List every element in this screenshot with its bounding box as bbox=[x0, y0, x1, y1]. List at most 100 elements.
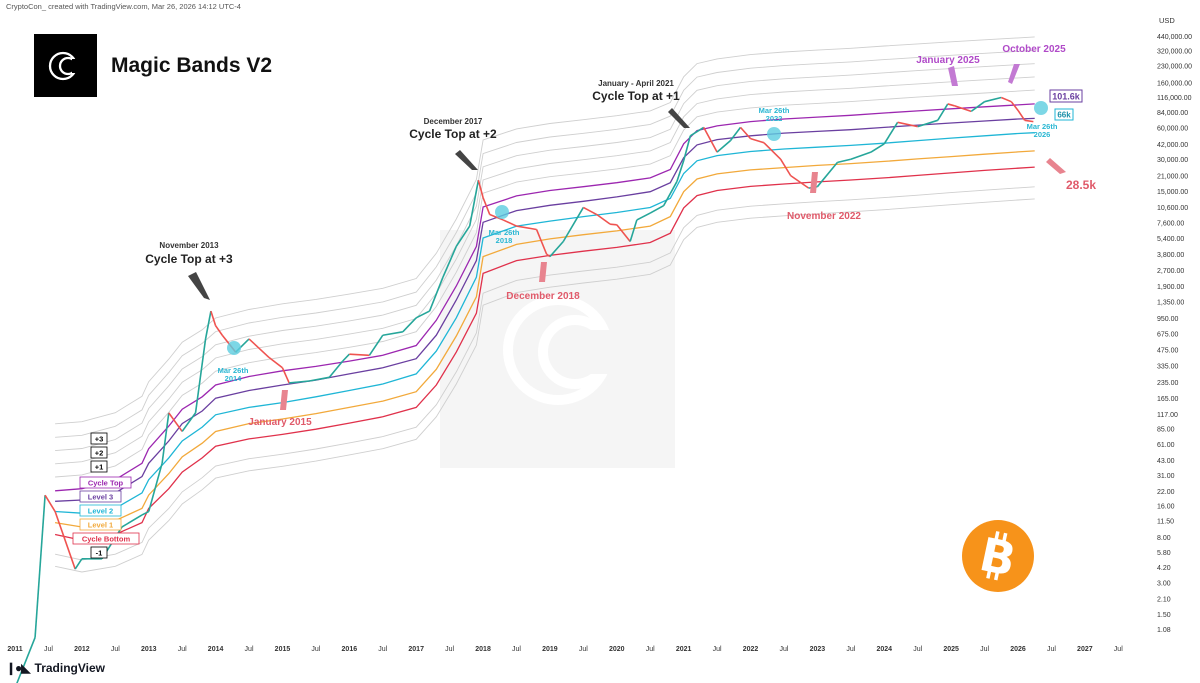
price-segment bbox=[34, 495, 46, 638]
x-tick-label: Jul bbox=[779, 646, 788, 653]
arrow-dec2017-icon bbox=[455, 150, 478, 170]
y-tick-label: 117.00 bbox=[1157, 412, 1178, 419]
price-segment bbox=[897, 121, 918, 128]
price-segment bbox=[44, 494, 56, 512]
price-segment bbox=[121, 514, 143, 528]
x-tick-label: Jul bbox=[178, 646, 187, 653]
price-segment bbox=[342, 353, 350, 362]
target-bottom-label: 28.5k bbox=[1066, 178, 1096, 192]
arrow-target-bottom-icon bbox=[1046, 158, 1066, 174]
y-tick-label: 10,600.00 bbox=[1157, 205, 1188, 212]
label-level-3-box bbox=[79, 490, 122, 503]
label-cycle-bottom-box bbox=[72, 532, 140, 545]
marker-mar2014 bbox=[227, 341, 241, 355]
x-tick-label: Jul bbox=[512, 646, 521, 653]
price-segment bbox=[516, 225, 537, 231]
annot-jan2015: January 2015 bbox=[248, 417, 312, 428]
y-tick-label: 1.08 bbox=[1157, 627, 1171, 634]
y-tick-label: 31.00 bbox=[1157, 473, 1175, 480]
x-tick-label: 2020 bbox=[609, 646, 625, 653]
price-segment bbox=[368, 334, 384, 356]
price-segment bbox=[549, 240, 564, 258]
price-segment bbox=[883, 121, 899, 145]
price-segment bbox=[616, 224, 631, 243]
label-plus1: +1 bbox=[95, 463, 104, 472]
price-segment bbox=[168, 412, 183, 432]
price-segment bbox=[816, 161, 839, 188]
y-tick-label: 1.50 bbox=[1157, 612, 1171, 619]
arrow-2021-icon bbox=[668, 108, 690, 128]
outer-band-upper bbox=[55, 76, 1035, 465]
y-tick-label: 61.00 bbox=[1157, 442, 1175, 449]
label-cycle-top: Cycle Top bbox=[88, 479, 124, 488]
price-segment bbox=[54, 511, 76, 570]
annot-mar2026-l1: Mar 26th bbox=[1027, 122, 1058, 131]
price-segment bbox=[629, 219, 638, 242]
x-axis: 2011 Jul 2012 Jul 2013 Jul 2014 Jul 2015 Jul 2016 J… bbox=[7, 646, 1123, 653]
y-tick-label: 4.20 bbox=[1157, 565, 1171, 572]
annot-nov2013-text: Cycle Top at +3 bbox=[145, 252, 233, 266]
price-segment bbox=[682, 135, 692, 161]
x-tick-label: 2012 bbox=[74, 646, 90, 653]
price-segment bbox=[147, 463, 163, 512]
y-tick-label: 116,000.00 bbox=[1157, 95, 1192, 102]
x-tick-label: Jul bbox=[846, 646, 855, 653]
x-tick-label: 2019 bbox=[542, 646, 558, 653]
band-cycle-top bbox=[55, 103, 1035, 492]
x-tick-label: 2022 bbox=[743, 646, 759, 653]
price-segment bbox=[1010, 101, 1019, 111]
label-minus1: -1 bbox=[96, 549, 103, 558]
bitcoin-logo-icon: B bbox=[961, 520, 1037, 592]
band-level-1 bbox=[54, 150, 1035, 528]
label-level-2: Level 2 bbox=[88, 507, 113, 516]
label-level-2-box bbox=[79, 504, 122, 517]
price-segment bbox=[289, 380, 310, 384]
chart-attribution: CryptoCon_ created with TradingView.com,… bbox=[6, 2, 241, 11]
label-level-3: Level 3 bbox=[88, 493, 113, 502]
y-tick-label: 43.00 bbox=[1157, 458, 1175, 465]
label-plus3: +3 bbox=[95, 435, 104, 444]
x-tick-label: 2016 bbox=[342, 646, 358, 653]
annot-mar2018-l1: Mar 26th bbox=[489, 228, 520, 237]
price-segment bbox=[837, 158, 852, 164]
y-tick-label: 165.00 bbox=[1157, 396, 1179, 403]
x-tick-label: Jul bbox=[311, 646, 320, 653]
annot-dec2018: December 2018 bbox=[506, 291, 580, 302]
price-segment bbox=[210, 310, 217, 326]
y-axis: 440,000.00 320,000.00 230,000.00 160,000.00… bbox=[1157, 34, 1192, 634]
y-tick-label: 335.00 bbox=[1157, 364, 1179, 371]
price-segment bbox=[676, 160, 685, 182]
x-tick-label: Jul bbox=[1047, 646, 1056, 653]
x-tick-label: Jul bbox=[44, 646, 53, 653]
tradingview-branding[interactable]: ❙●◣ TradingView bbox=[6, 661, 105, 675]
tradingview-label: TradingView bbox=[34, 661, 105, 675]
outer-band-upper bbox=[55, 36, 1035, 425]
y-tick-label: 1,350.00 bbox=[1157, 300, 1184, 307]
annot-mar2014-l1: Mar 26th bbox=[218, 366, 249, 375]
marker-mar2026 bbox=[1034, 101, 1048, 115]
y-tick-label: 22.00 bbox=[1157, 489, 1175, 496]
outer-band-upper bbox=[55, 50, 1035, 438]
price-segment bbox=[402, 317, 417, 333]
outer-band-lower bbox=[55, 186, 1035, 561]
label-cycle-top-box bbox=[79, 476, 132, 489]
outer-band-upper bbox=[55, 63, 1035, 452]
y-tick-label: 950.00 bbox=[1157, 316, 1179, 323]
x-tick-label: 2027 bbox=[1077, 646, 1093, 653]
outer-band-lower bbox=[55, 198, 1035, 573]
y-tick-label: 1,900.00 bbox=[1157, 284, 1184, 291]
x-tick-label: Jul bbox=[579, 646, 588, 653]
price-segment bbox=[1017, 109, 1026, 121]
chart-title: Magic Bands V2 bbox=[111, 54, 273, 77]
x-tick-label: 2018 bbox=[475, 646, 491, 653]
price-segment bbox=[870, 143, 885, 153]
price-segment bbox=[382, 331, 403, 337]
price-series bbox=[16, 96, 1034, 683]
marker-mar2018 bbox=[495, 205, 509, 219]
price-segment bbox=[716, 139, 731, 153]
price-segment bbox=[248, 338, 270, 359]
y-tick-label: 675.00 bbox=[1157, 332, 1179, 339]
price-segment bbox=[1000, 96, 1012, 103]
price-segment bbox=[947, 103, 955, 107]
